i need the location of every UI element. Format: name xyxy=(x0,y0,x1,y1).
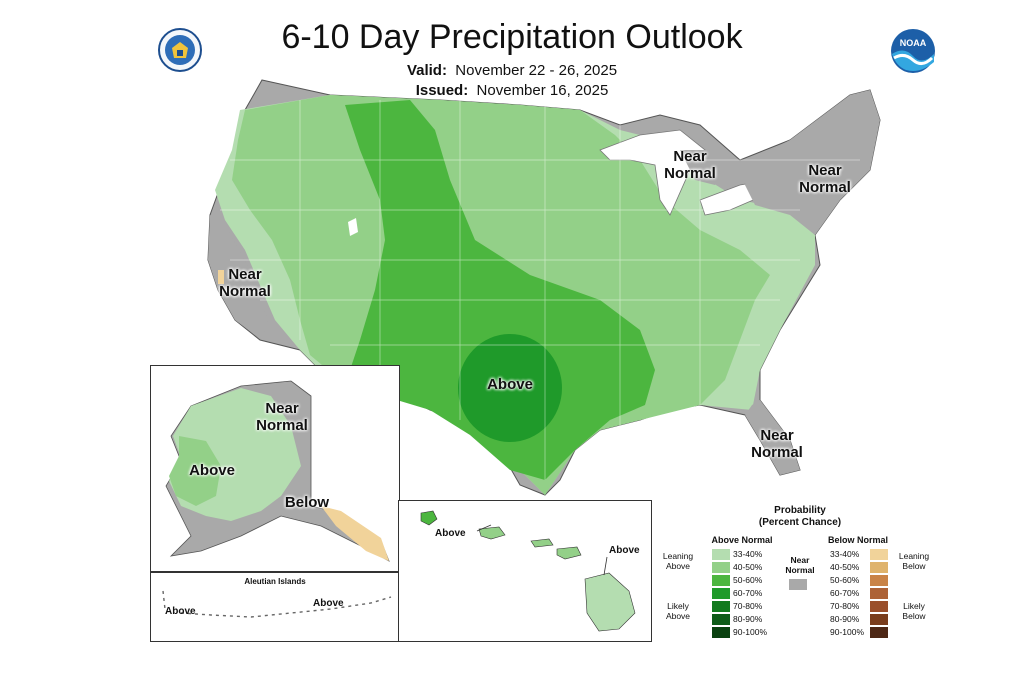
label-alaska-above: Above xyxy=(189,462,235,479)
label-near-normal-northeast: Near Normal xyxy=(799,162,851,196)
label-aleutian-above-left: Above xyxy=(165,606,196,617)
noaa-logo-icon: NOAA xyxy=(890,28,935,73)
label-near-normal-florida: Near Normal xyxy=(751,427,803,461)
valid-dates: November 22 - 26, 2025 xyxy=(455,62,618,79)
region-near-florida xyxy=(745,400,800,475)
legend-above-header: Above Normal xyxy=(711,535,773,545)
legend-above-swatch xyxy=(712,627,730,638)
legend-below-range: 60-70% xyxy=(830,588,860,598)
legend-above-range: 33-40% xyxy=(733,549,763,559)
probability-legend: Probability (Percent Chance) Above Norma… xyxy=(660,505,930,645)
region-above-50-60 xyxy=(345,100,655,480)
legend-above-range: 50-60% xyxy=(733,575,763,585)
legend-above-range: 40-50% xyxy=(733,562,763,572)
legend-above-range: 70-80% xyxy=(733,601,763,611)
legend-below-swatch xyxy=(870,601,888,612)
aleutian-map xyxy=(162,590,392,618)
legend-near-normal-label: Near Normal xyxy=(785,555,815,575)
doc-seal-icon xyxy=(158,28,202,72)
legend-above-swatch xyxy=(712,575,730,586)
label-alaska-below: Below xyxy=(284,494,330,511)
legend-below-swatch xyxy=(870,614,888,625)
legend-below-swatch xyxy=(870,562,888,573)
state-borders xyxy=(220,100,860,480)
legend-below-range: 80-90% xyxy=(830,614,860,624)
region-near-california xyxy=(208,215,268,340)
label-alaska-near-normal: Near Normal xyxy=(256,400,308,434)
issued-date: November 16, 2025 xyxy=(476,82,609,99)
label-above-main: Above xyxy=(487,376,533,393)
legend-near-normal-swatch xyxy=(789,579,807,590)
legend-above-range: 60-70% xyxy=(733,588,763,598)
legend-below-range: 50-60% xyxy=(830,575,860,585)
svg-text:NOAA: NOAA xyxy=(900,38,927,48)
legend-below-swatch xyxy=(870,549,888,560)
legend-below-swatch xyxy=(870,627,888,638)
alaska-map xyxy=(165,380,390,562)
legend-title-line2: (Percent Chance) xyxy=(758,517,842,528)
legend-below-range: 70-80% xyxy=(830,601,860,611)
issued-line: Issued: November 16, 2025 xyxy=(0,82,1024,99)
region-below-california xyxy=(218,270,224,284)
legend-below-header: Below Normal xyxy=(827,535,888,545)
legend-below-range: 40-50% xyxy=(830,562,860,572)
legend-below-range: 90-100% xyxy=(830,627,865,637)
legend-below-range: 33-40% xyxy=(830,549,860,559)
legend-above-swatch xyxy=(712,614,730,625)
issued-label: Issued: xyxy=(415,82,469,99)
aleutian-inset: Aleutian Islands Above Above xyxy=(150,572,400,642)
legend-title-line1: Probability xyxy=(774,505,826,516)
label-near-normal-california: Near Normal xyxy=(219,266,271,300)
legend-leaning-below: Leaning Below xyxy=(898,551,930,571)
legend-likely-above: Likely Above xyxy=(665,601,691,621)
valid-label: Valid: xyxy=(406,62,447,79)
hawaii-map xyxy=(420,510,636,632)
label-hawaii-above-left: Above xyxy=(435,528,466,539)
great-salt-lake xyxy=(348,218,358,236)
label-aleutian-above-right: Above xyxy=(313,598,344,609)
legend-above-swatch xyxy=(712,562,730,573)
map-title: 6-10 Day Precipitation Outlook xyxy=(281,18,743,56)
legend-above-range: 80-90% xyxy=(733,614,763,624)
legend-above-swatch xyxy=(712,549,730,560)
region-above-60-70 xyxy=(458,334,562,442)
aleutian-title: Aleutian Islands xyxy=(244,577,306,586)
valid-line: Valid: November 22 - 26, 2025 xyxy=(0,62,1024,79)
legend-above-range: 90-100% xyxy=(733,627,768,637)
legend-above-swatch xyxy=(712,588,730,599)
legend-below-swatch xyxy=(870,588,888,599)
legend-likely-below: Likely Below xyxy=(902,601,926,621)
legend-below-swatch xyxy=(870,575,888,586)
hawaii-inset: Above Above xyxy=(398,500,652,642)
label-near-normal-great-lakes: Near Normal xyxy=(664,148,716,182)
legend-above-swatch xyxy=(712,601,730,612)
legend-leaning-above: Leaning Above xyxy=(662,551,694,571)
alaska-inset: Near Normal Above Below xyxy=(150,365,400,572)
label-hawaii-above-right: Above xyxy=(609,545,640,556)
region-near-michigan xyxy=(680,150,725,185)
region-near-northeast xyxy=(745,90,880,235)
